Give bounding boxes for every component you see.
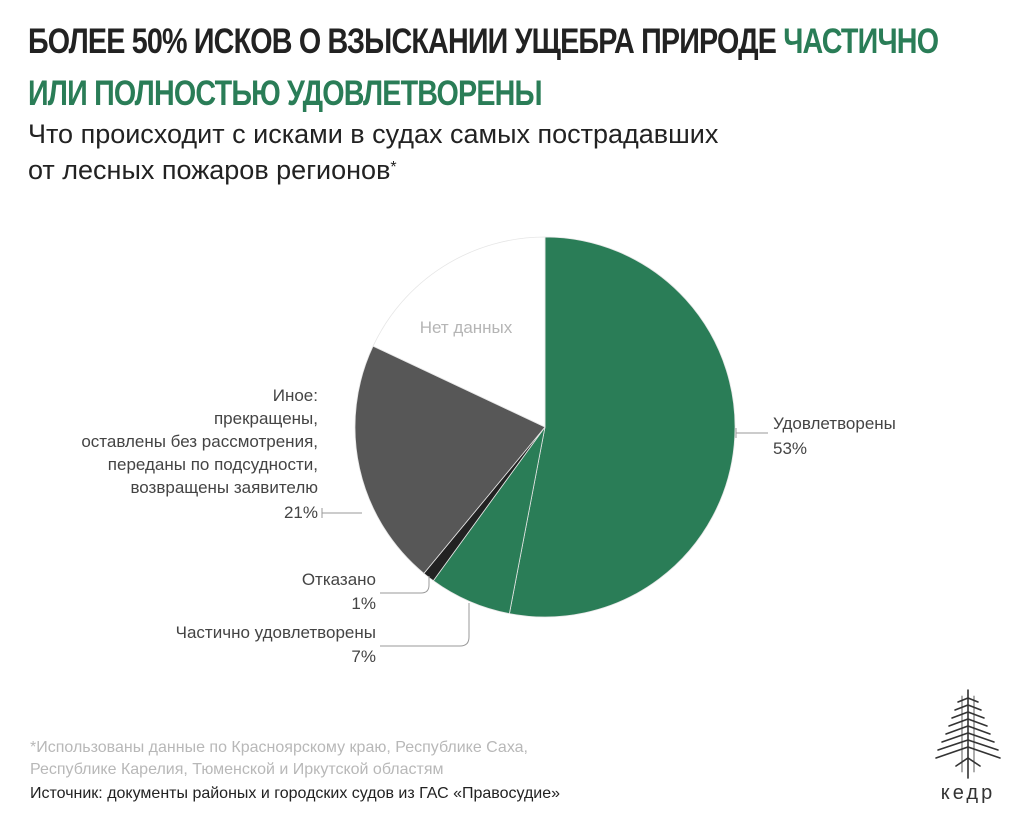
label-no-data: Нет данных xyxy=(420,318,513,337)
label-other-line-5: возвращены заявителю xyxy=(130,478,318,497)
label-other-line-4: переданы по подсудности, xyxy=(108,455,318,474)
label-partially-satisfied: Частично удовлетворены xyxy=(176,623,376,642)
title-part-accent-2: ИЛИ ПОЛНОСТЬЮ УДОВЛЕТВОРЕНЫ xyxy=(28,74,543,113)
pie-slice-satisfied xyxy=(508,236,736,618)
title-part-dark: БОЛЕЕ 50% ИСКОВ О ВЗЫСКАНИИ УЩЕБРА ПРИРО… xyxy=(28,22,784,61)
value-other: 21% xyxy=(284,503,318,522)
pie-chart: Нет данных Удовлетворены 53% Иное: прекр… xyxy=(81,236,896,666)
label-rejected: Отказано xyxy=(302,570,376,589)
leader-rejected xyxy=(380,576,430,594)
subtitle-line-2: от лесных пожаров регионов xyxy=(28,155,391,185)
label-other-line-1: Иное: xyxy=(273,386,318,405)
leader-other xyxy=(321,508,362,518)
leader-satisfied xyxy=(735,428,768,438)
logo-text: кедр xyxy=(940,782,996,804)
value-partially-satisfied: 7% xyxy=(351,647,376,666)
subtitle-footnote-mark: * xyxy=(390,159,397,176)
label-other-line-2: прекращены, xyxy=(214,409,318,428)
footnote-line-1: *Использованы данные по Красноярскому кр… xyxy=(30,739,528,756)
footnote: *Использованы данные по Красноярскому кр… xyxy=(30,737,750,781)
chart-title: БОЛЕЕ 50% ИСКОВ О ВЗЫСКАНИИ УЩЕБРА ПРИРО… xyxy=(28,16,939,120)
subtitle-line-1: Что происходит с исками в судах самых по… xyxy=(28,119,719,149)
value-satisfied: 53% xyxy=(773,439,807,458)
pie-slice-no-data xyxy=(372,236,546,428)
source-note: Источник: документы районых и городских … xyxy=(30,785,561,802)
pie-slice-other xyxy=(354,345,546,574)
kedr-logo: кедр xyxy=(928,686,1008,806)
footnote-line-2: Республике Карелия, Тюменской и Иркутско… xyxy=(30,761,444,778)
label-satisfied: Удовлетворены xyxy=(773,414,896,433)
cedar-tree-icon xyxy=(935,689,1001,779)
label-other-line-3: оставлены без рассмотрения, xyxy=(81,432,318,451)
value-rejected: 1% xyxy=(351,594,376,613)
chart-subtitle: Что происходит с исками в судах самых по… xyxy=(28,116,928,188)
title-part-accent-1: ЧАСТИЧНО xyxy=(783,22,939,61)
leader-partially-satisfied xyxy=(380,603,470,647)
